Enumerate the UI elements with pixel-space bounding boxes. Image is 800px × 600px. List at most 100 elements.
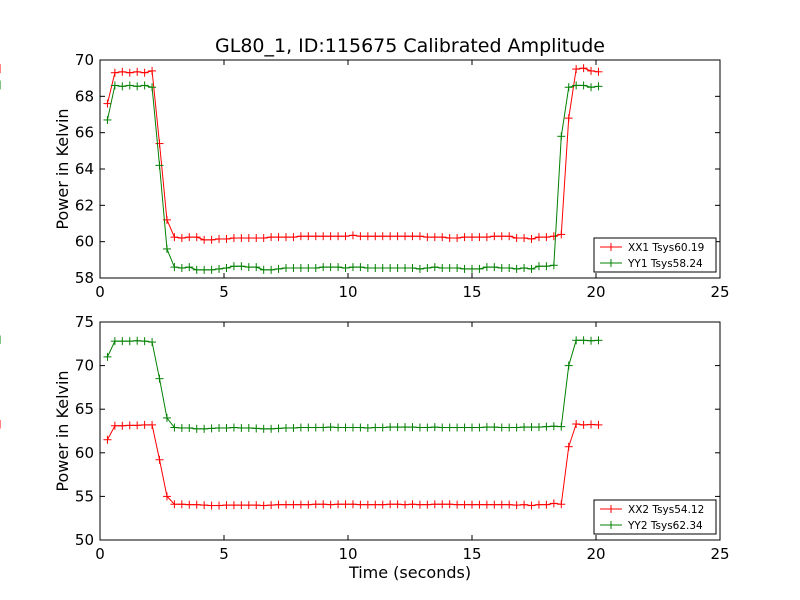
bottom-series-1-point bbox=[475, 500, 484, 509]
top-series-1-point bbox=[371, 232, 380, 241]
top-series-1-point bbox=[177, 234, 186, 243]
bottom-tick-group: 0 5 10 15 20 25 50 55 60 65 70 75 bbox=[75, 313, 730, 563]
top-series-1-point bbox=[363, 232, 372, 241]
top-tick-group: 0 5 10 15 20 25 58 60 62 64 66 68 70 bbox=[75, 51, 730, 301]
bottom-ylabel: Power in Kelvin bbox=[53, 370, 72, 491]
bottom-series-1-point bbox=[512, 501, 521, 510]
bottom-series-1-point bbox=[505, 500, 514, 509]
bottom-series-2-point bbox=[378, 423, 387, 432]
top-legend-item: YY1 Tsys58.24 bbox=[600, 258, 703, 270]
top-series-2-point bbox=[572, 81, 581, 90]
top-series-1-point bbox=[192, 233, 201, 242]
bottom-series-2-point bbox=[393, 423, 402, 432]
top-series-2-point bbox=[341, 264, 350, 273]
top-series-1-point bbox=[259, 234, 268, 243]
bottom-series-1-point bbox=[356, 500, 365, 509]
bottom-series-1-point bbox=[438, 500, 447, 509]
top-series-group bbox=[0, 64, 603, 274]
top-series-2-point bbox=[527, 264, 536, 273]
top-series-1-point bbox=[267, 233, 276, 242]
top-series-2-point bbox=[162, 244, 171, 253]
top-series-1-point bbox=[244, 234, 253, 243]
top-series-2-point bbox=[415, 264, 424, 273]
top-ytick-label: 66 bbox=[75, 124, 94, 142]
top-series-1-point bbox=[534, 233, 543, 242]
top-series-2-point bbox=[505, 264, 514, 273]
top-series-2-point bbox=[311, 264, 320, 273]
top-series-1-point bbox=[222, 234, 231, 243]
bottom-series-1-point bbox=[549, 499, 558, 508]
bottom-series-1-point bbox=[282, 500, 290, 509]
bottom-series-1-point bbox=[527, 501, 536, 510]
bottom-series-1-point bbox=[334, 500, 343, 509]
top-series-1-point bbox=[453, 234, 462, 243]
bottom-series-1-point bbox=[453, 500, 462, 509]
top-series-1-point bbox=[229, 234, 238, 243]
top-series-1-point bbox=[475, 233, 484, 242]
top-series-2-point bbox=[371, 264, 380, 273]
top-series-2-point bbox=[133, 82, 142, 91]
bottom-series-1-point bbox=[386, 500, 395, 509]
top-series-2-point bbox=[244, 263, 253, 272]
top-series-2-point bbox=[512, 264, 521, 273]
bottom-series-2-point bbox=[587, 336, 596, 345]
bottom-series-1-point bbox=[423, 500, 432, 509]
top-series-2-point bbox=[289, 264, 298, 273]
top-series-2-point bbox=[296, 264, 305, 273]
bottom-series-1-point bbox=[371, 500, 380, 509]
bottom-series-2-point bbox=[363, 423, 372, 432]
top-ytick-label: 62 bbox=[75, 196, 94, 214]
top-series-2-point bbox=[557, 132, 566, 141]
top-series-1-point bbox=[252, 234, 261, 243]
bottom-series-2-point bbox=[296, 423, 305, 432]
bottom-series-2-point bbox=[341, 423, 350, 432]
top-ytick-label: 70 bbox=[75, 51, 94, 69]
top-series-1-point bbox=[386, 232, 395, 241]
bottom-xtick-label: 10 bbox=[338, 545, 357, 563]
top-series-2-point bbox=[401, 264, 410, 273]
bottom-series-2-point bbox=[334, 423, 343, 432]
bottom-series-1-point bbox=[274, 500, 283, 509]
top-series-2-point bbox=[148, 83, 157, 92]
top-series-2-point bbox=[423, 264, 432, 273]
top-series-1-point bbox=[148, 66, 157, 75]
top-series-1-point bbox=[348, 231, 357, 240]
top-series-2-point bbox=[155, 161, 164, 170]
top-series-2-point bbox=[475, 264, 484, 273]
bottom-series-1-point bbox=[267, 501, 276, 510]
bottom-legend-label: XX2 Tsys54.12 bbox=[628, 504, 704, 516]
bottom-series-1-point bbox=[244, 501, 253, 510]
bottom-series-1-point bbox=[140, 420, 149, 429]
bottom-series-2-point bbox=[490, 423, 499, 432]
top-series-1-point bbox=[304, 232, 313, 241]
bottom-series-2-point bbox=[170, 423, 179, 432]
bottom-series-2-point bbox=[415, 423, 424, 432]
bottom-series-2-point bbox=[579, 336, 588, 345]
bottom-series-2-point bbox=[408, 423, 417, 432]
top-series-1-point bbox=[311, 232, 320, 241]
bottom-series-1-point bbox=[341, 500, 350, 509]
bottom-series-1-point bbox=[259, 501, 268, 510]
bottom-series-1-point bbox=[393, 500, 402, 509]
top-series-2-point bbox=[215, 264, 224, 273]
bottom-series-2-point bbox=[482, 423, 491, 432]
bottom-series-1-point bbox=[207, 501, 216, 510]
bottom-ytick-label: 65 bbox=[75, 400, 94, 418]
top-legend-item: XX1 Tsys60.19 bbox=[600, 242, 704, 254]
top-xtick-label: 15 bbox=[462, 283, 481, 301]
top-series-1-point bbox=[572, 65, 581, 74]
top-series-1-point bbox=[579, 64, 588, 73]
bottom-series-1-point bbox=[311, 500, 320, 509]
bottom-series-2-point bbox=[304, 423, 313, 432]
bottom-series-2-point bbox=[594, 336, 603, 345]
bottom-series-1-point bbox=[110, 421, 119, 430]
bottom-series-1-point bbox=[460, 500, 469, 509]
top-series-2-point bbox=[170, 263, 179, 272]
bottom-series-1-point bbox=[133, 421, 142, 430]
top-series-2-point bbox=[564, 83, 573, 92]
top-ytick-label: 58 bbox=[75, 269, 94, 287]
bottom-series-2-point bbox=[475, 423, 484, 432]
bottom-series-2-point bbox=[192, 424, 201, 433]
top-series-1-point bbox=[423, 233, 432, 242]
bottom-series-1-point bbox=[304, 500, 313, 509]
